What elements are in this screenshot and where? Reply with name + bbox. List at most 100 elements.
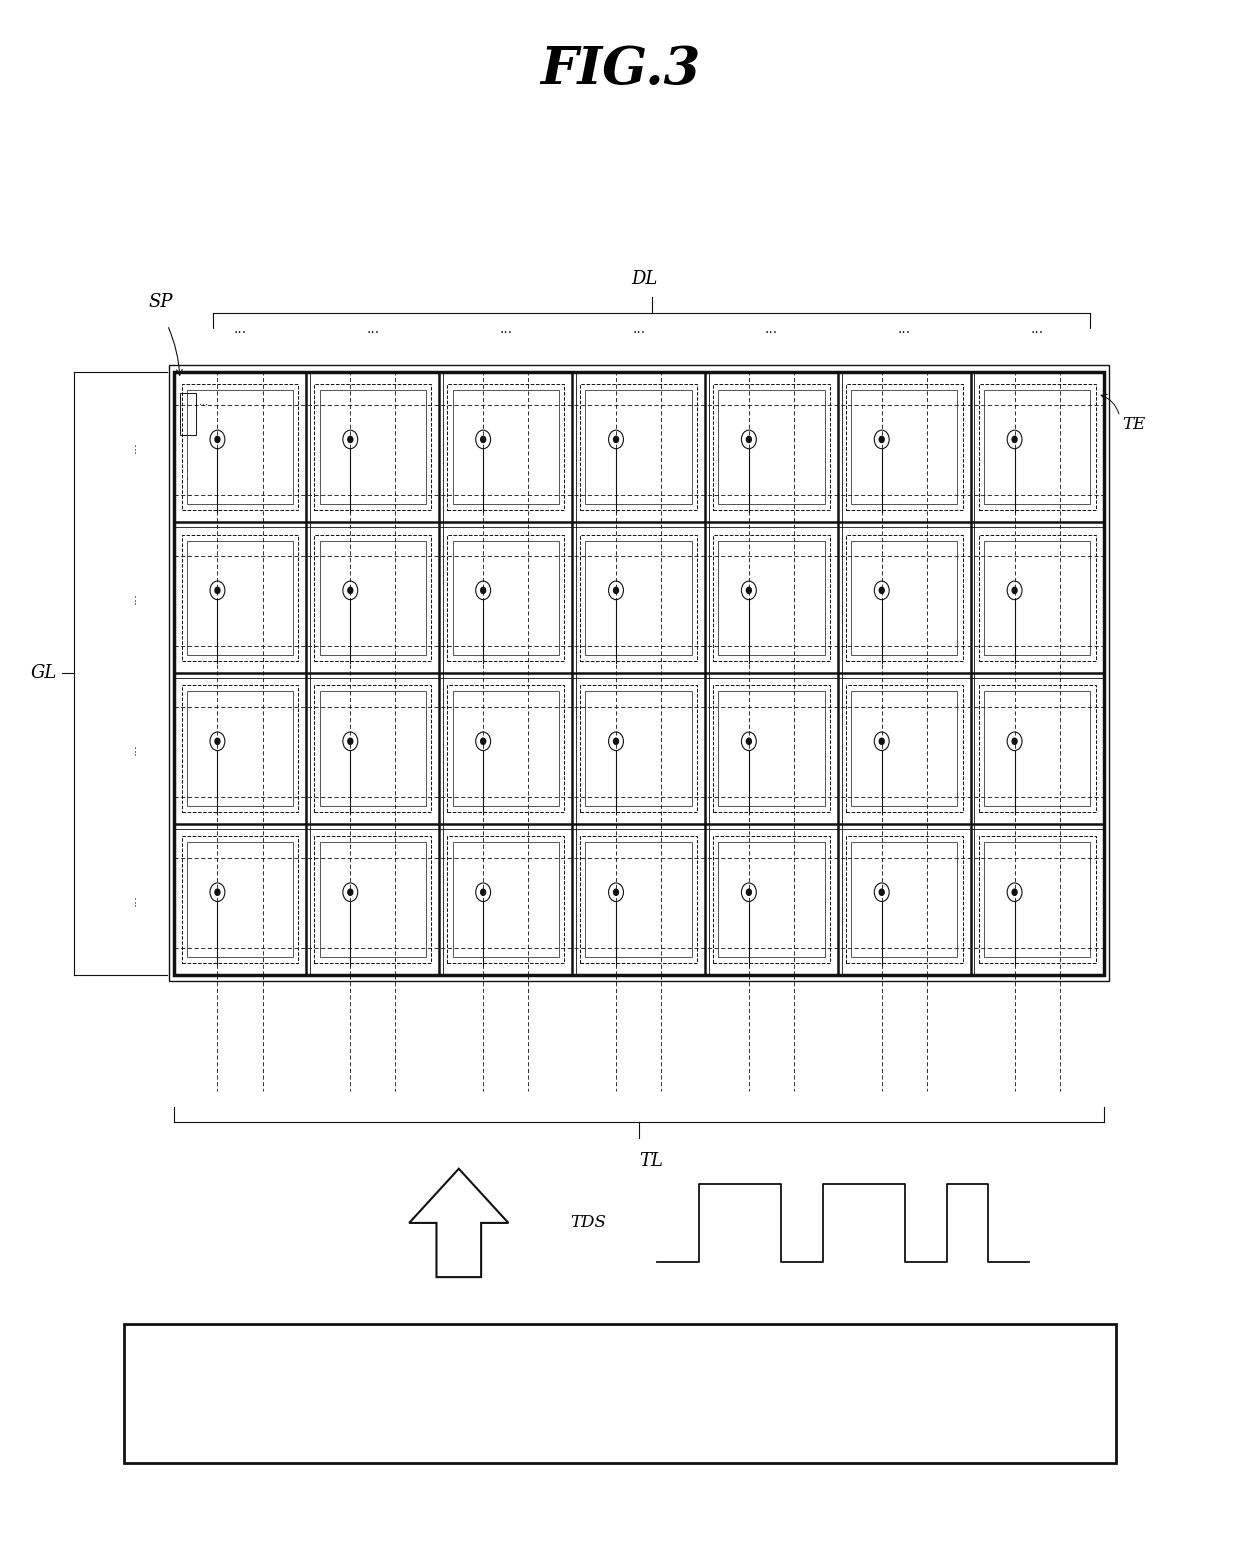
- Circle shape: [614, 889, 619, 895]
- Bar: [713, 384, 830, 511]
- Bar: [448, 384, 564, 511]
- Circle shape: [1012, 889, 1017, 895]
- Circle shape: [1012, 738, 1017, 745]
- Bar: [851, 540, 957, 655]
- Bar: [718, 842, 825, 957]
- Circle shape: [215, 738, 219, 745]
- Text: SP: SP: [149, 293, 174, 311]
- Bar: [846, 384, 962, 511]
- Text: DL: DL: [631, 269, 658, 288]
- Circle shape: [746, 437, 751, 443]
- Bar: [846, 836, 962, 963]
- Bar: [851, 842, 957, 957]
- Bar: [580, 836, 697, 963]
- Bar: [453, 390, 559, 505]
- Text: FIG.3: FIG.3: [539, 45, 701, 94]
- Bar: [985, 842, 1090, 957]
- Circle shape: [347, 437, 352, 443]
- Bar: [453, 540, 559, 655]
- Bar: [978, 384, 1096, 511]
- Circle shape: [1012, 437, 1017, 443]
- Bar: [181, 384, 299, 511]
- Bar: [187, 390, 293, 505]
- Bar: [187, 842, 293, 957]
- Bar: [315, 686, 432, 813]
- Text: ···: ···: [366, 325, 379, 341]
- Bar: [320, 390, 427, 505]
- Circle shape: [746, 587, 751, 593]
- Circle shape: [879, 889, 884, 895]
- Text: TE: TE: [1122, 416, 1146, 433]
- Circle shape: [481, 587, 486, 593]
- Bar: [978, 534, 1096, 661]
- Bar: [580, 686, 697, 813]
- Text: TL: TL: [639, 1152, 663, 1170]
- Text: ···: ···: [500, 325, 512, 341]
- Circle shape: [481, 889, 486, 895]
- Bar: [187, 540, 293, 655]
- Bar: [846, 686, 962, 813]
- Circle shape: [879, 437, 884, 443]
- Text: ···: ···: [765, 325, 777, 341]
- Text: ···: ···: [1030, 325, 1044, 341]
- Bar: [181, 686, 299, 813]
- Text: ···: ···: [130, 743, 143, 755]
- Circle shape: [879, 738, 884, 745]
- Circle shape: [614, 738, 619, 745]
- Bar: [585, 540, 692, 655]
- Bar: [315, 384, 432, 511]
- Bar: [585, 692, 692, 807]
- Bar: [585, 842, 692, 957]
- Text: ···: ···: [632, 325, 645, 341]
- Bar: [585, 390, 692, 505]
- Circle shape: [347, 738, 352, 745]
- Bar: [718, 692, 825, 807]
- Bar: [448, 686, 564, 813]
- Circle shape: [215, 587, 219, 593]
- Text: ···: ···: [130, 441, 143, 454]
- Circle shape: [614, 587, 619, 593]
- Bar: [315, 534, 432, 661]
- Circle shape: [746, 738, 751, 745]
- Circle shape: [347, 587, 352, 593]
- Bar: [851, 390, 957, 505]
- Circle shape: [481, 437, 486, 443]
- Bar: [169, 365, 1109, 981]
- Bar: [453, 692, 559, 807]
- Bar: [713, 836, 830, 963]
- Bar: [978, 836, 1096, 963]
- Bar: [718, 540, 825, 655]
- Circle shape: [614, 437, 619, 443]
- Bar: [174, 372, 1104, 975]
- Bar: [580, 534, 697, 661]
- Text: ···: ···: [233, 325, 247, 341]
- Bar: [181, 534, 299, 661]
- Bar: [985, 540, 1090, 655]
- Bar: [320, 692, 427, 807]
- Text: TDC: TDC: [585, 1378, 655, 1409]
- Circle shape: [215, 437, 219, 443]
- Circle shape: [347, 889, 352, 895]
- Bar: [985, 692, 1090, 807]
- Circle shape: [746, 889, 751, 895]
- Circle shape: [1012, 587, 1017, 593]
- Text: ···: ···: [130, 893, 143, 906]
- Bar: [448, 836, 564, 963]
- Bar: [320, 540, 427, 655]
- Text: ···: ···: [200, 401, 208, 410]
- Text: ···: ···: [898, 325, 911, 341]
- Bar: [713, 686, 830, 813]
- Bar: [180, 393, 196, 435]
- Text: GL: GL: [30, 664, 57, 683]
- Bar: [580, 384, 697, 511]
- Text: TDS: TDS: [570, 1215, 606, 1231]
- Bar: [453, 842, 559, 957]
- Bar: [124, 1324, 1116, 1463]
- Bar: [187, 692, 293, 807]
- Text: ···: ···: [130, 591, 143, 604]
- Polygon shape: [409, 1169, 508, 1277]
- Circle shape: [215, 889, 219, 895]
- Circle shape: [481, 738, 486, 745]
- Bar: [181, 836, 299, 963]
- Bar: [978, 686, 1096, 813]
